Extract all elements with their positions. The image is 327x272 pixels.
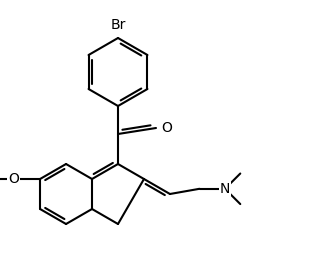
Text: O: O [162,121,172,135]
Text: O: O [8,172,19,186]
Text: N: N [220,182,230,196]
Text: Br: Br [110,18,126,32]
